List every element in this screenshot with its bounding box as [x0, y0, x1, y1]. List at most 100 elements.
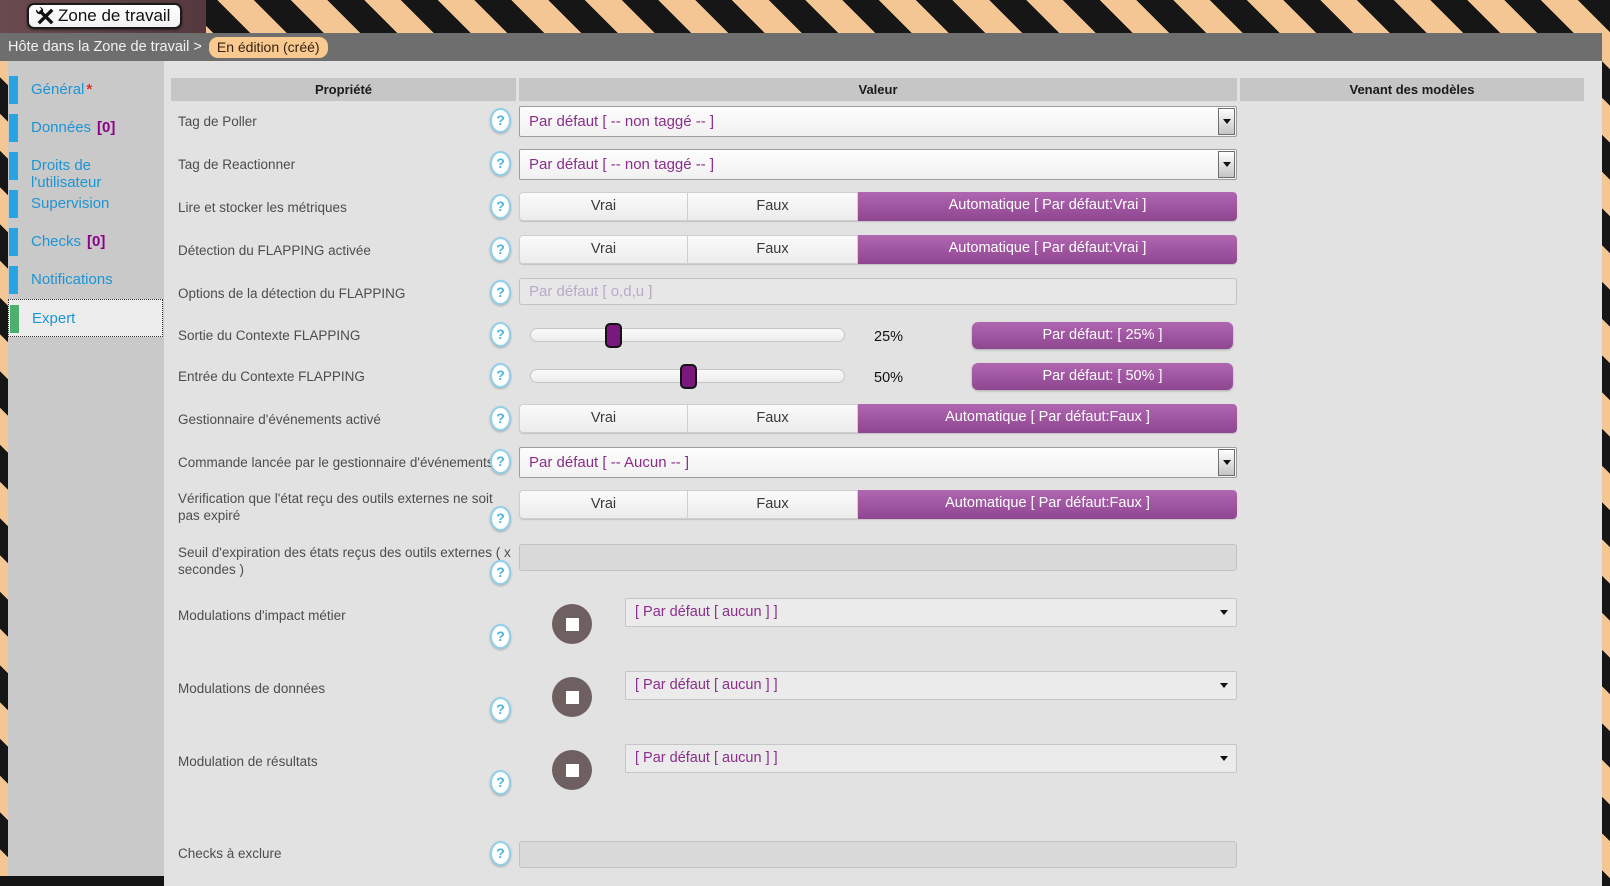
tag-reactionner-select[interactable]: Par défaut [ -- non taggé -- ] — [519, 149, 1237, 180]
help-icon[interactable]: ? — [490, 108, 511, 133]
sidebar-item-expert[interactable]: Expert — [8, 299, 163, 337]
tools-icon — [36, 6, 55, 26]
tristate-toggle: Vrai Faux Automatique [ Par défaut:Vrai … — [519, 235, 1237, 264]
sidebar-item-general[interactable]: Général * — [8, 71, 164, 109]
result-mod-select[interactable]: [ Par défaut [ aucun ] ] — [625, 744, 1237, 773]
toggle-true-button[interactable]: Vrai — [519, 404, 688, 433]
business-impact-mod-select[interactable]: [ Par défaut [ aucun ] ] — [625, 598, 1237, 627]
help-icon[interactable]: ? — [490, 322, 511, 347]
slider-value-label: 25% — [874, 329, 904, 345]
add-modulation-button[interactable] — [552, 677, 592, 717]
table-row-data-mod: Modulations de données ? [ Par défaut [ … — [164, 671, 1602, 743]
help-icon[interactable]: ? — [490, 560, 511, 585]
input-placeholder: Par défaut [ o,d,u ] — [529, 283, 653, 300]
sidebar-item-donnees[interactable]: Données [0] — [8, 109, 164, 147]
property-label: Gestionnaire d'événements activé — [178, 412, 381, 427]
stop-icon — [565, 763, 579, 777]
help-icon[interactable]: ? — [490, 506, 511, 531]
table-row-store-metrics: Lire et stocker les métriques ? Vrai Fau… — [164, 190, 1602, 233]
data-mod-select[interactable]: [ Par défaut [ aucun ] ] — [625, 671, 1237, 700]
flap-low-slider[interactable] — [530, 323, 845, 348]
toggle-false-button[interactable]: Faux — [688, 404, 858, 433]
slider-handle[interactable] — [605, 323, 622, 348]
property-label: Entrée du Contexte FLAPPING — [178, 369, 365, 384]
stop-icon — [565, 617, 579, 631]
help-icon[interactable]: ? — [490, 406, 511, 431]
column-header-propriete: Propriété — [171, 78, 516, 101]
property-label: Modulations de données — [178, 681, 326, 696]
excluded-checks-input[interactable] — [519, 841, 1237, 868]
workspace-button-label: Zone de travail — [58, 6, 171, 25]
add-modulation-button[interactable] — [552, 750, 592, 790]
tag-poller-select[interactable]: Par défaut [ -- non taggé -- ] — [519, 106, 1237, 137]
property-label: Modulations d'impact métier — [178, 608, 346, 623]
slider-handle[interactable] — [680, 364, 697, 389]
toggle-false-button[interactable]: Faux — [688, 192, 858, 221]
help-icon[interactable]: ? — [490, 697, 511, 722]
dropdown-caret-icon — [1220, 683, 1228, 688]
tristate-toggle: Vrai Faux Automatique [ Par défaut:Faux … — [519, 490, 1237, 519]
tab-marker — [9, 76, 18, 104]
toggle-auto-button[interactable]: Automatique [ Par défaut:Faux ] — [858, 490, 1237, 519]
help-icon[interactable]: ? — [490, 280, 511, 305]
dropdown-arrow-icon[interactable] — [1218, 151, 1235, 178]
help-icon[interactable]: ? — [490, 151, 511, 176]
property-label: Tag de Reactionner — [178, 157, 296, 172]
table-row-freshness-check: Vérification que l'état reçu des outils … — [164, 488, 1602, 546]
table-row-tag-reactionner: Tag de Reactionner ? Par défaut [ -- non… — [164, 147, 1602, 190]
dropdown-arrow-icon[interactable] — [1218, 449, 1235, 476]
table-row-tag-poller: Tag de Poller ? Par défaut [ -- non tagg… — [164, 104, 1602, 147]
toggle-auto-button[interactable]: Automatique [ Par défaut:Vrai ] — [858, 192, 1237, 221]
flap-high-slider[interactable] — [530, 364, 845, 389]
help-icon[interactable]: ? — [490, 363, 511, 388]
count-badge: [0] — [87, 233, 106, 250]
sidebar: Général * Données [0] Droits de l'utilisat… — [8, 61, 164, 876]
dropdown-caret-icon — [1220, 756, 1228, 761]
help-icon[interactable]: ? — [490, 841, 511, 866]
help-icon[interactable]: ? — [490, 624, 511, 649]
table-row-flap-options: Options de la détection du FLAPPING ? Pa… — [164, 276, 1602, 319]
table-row-business-impact-mod: Modulations d'impact métier ? [ Par défa… — [164, 598, 1602, 670]
tab-marker — [9, 152, 18, 180]
flap-high-default-button[interactable]: Par défaut: [ 50% ] — [972, 363, 1233, 390]
flap-low-default-button[interactable]: Par défaut: [ 25% ] — [972, 322, 1233, 349]
status-badge: En édition (créé) — [208, 36, 328, 58]
sidebar-item-notifications[interactable]: Notifications — [8, 261, 164, 299]
help-icon[interactable]: ? — [490, 237, 511, 262]
tristate-toggle: Vrai Faux Automatique [ Par défaut:Faux … — [519, 404, 1237, 433]
toggle-true-button[interactable]: Vrai — [519, 490, 688, 519]
dropdown-arrow-icon[interactable] — [1218, 108, 1235, 135]
tab-marker — [9, 114, 18, 142]
event-handler-command-select[interactable]: Par défaut [ -- Aucun -- ] — [519, 447, 1237, 478]
sidebar-footer-bar — [0, 876, 164, 886]
stop-icon — [565, 690, 579, 704]
workspace-button[interactable]: Zone de travail — [27, 3, 183, 29]
breadcrumb-path: Hôte dans la Zone de travail > — [8, 39, 202, 55]
table-row-event-handler: Gestionnaire d'événements activé ? Vrai … — [164, 402, 1602, 445]
toggle-auto-button[interactable]: Automatique [ Par défaut:Vrai ] — [858, 235, 1237, 264]
toggle-false-button[interactable]: Faux — [688, 235, 858, 264]
tab-marker — [10, 305, 19, 333]
sidebar-item-supervision[interactable]: Supervision — [8, 185, 164, 223]
toggle-auto-button[interactable]: Automatique [ Par défaut:Faux ] — [858, 404, 1237, 433]
freshness-threshold-input[interactable] — [519, 544, 1237, 571]
toggle-true-button[interactable]: Vrai — [519, 235, 688, 264]
help-icon[interactable]: ? — [490, 449, 511, 474]
help-icon[interactable]: ? — [490, 770, 511, 795]
sidebar-item-checks[interactable]: Checks [0] — [8, 223, 164, 261]
slider-value-label: 50% — [874, 370, 904, 386]
toggle-true-button[interactable]: Vrai — [519, 192, 688, 221]
table-row-flap-detection: Détection du FLAPPING activée ? Vrai Fau… — [164, 233, 1602, 276]
table-row-excluded-checks: Checks à exclure ? — [164, 841, 1602, 884]
flap-options-input[interactable]: Par défaut [ o,d,u ] — [519, 278, 1237, 305]
property-label: Tag de Poller — [178, 114, 257, 129]
tristate-toggle: Vrai Faux Automatique [ Par défaut:Vrai … — [519, 192, 1237, 221]
column-header-modeles: Venant des modèles — [1240, 78, 1584, 101]
property-label: Vérification que l'état reçu des outils … — [178, 491, 493, 523]
help-icon[interactable]: ? — [490, 194, 511, 219]
table-row-result-mod: Modulation de résultats ? [ Par défaut [… — [164, 744, 1602, 816]
sidebar-nav: Général * Données [0] Droits de l'utilisat… — [8, 71, 164, 337]
toggle-false-button[interactable]: Faux — [688, 490, 858, 519]
add-modulation-button[interactable] — [552, 604, 592, 644]
sidebar-item-droits[interactable]: Droits de l'utilisateur — [8, 147, 164, 191]
